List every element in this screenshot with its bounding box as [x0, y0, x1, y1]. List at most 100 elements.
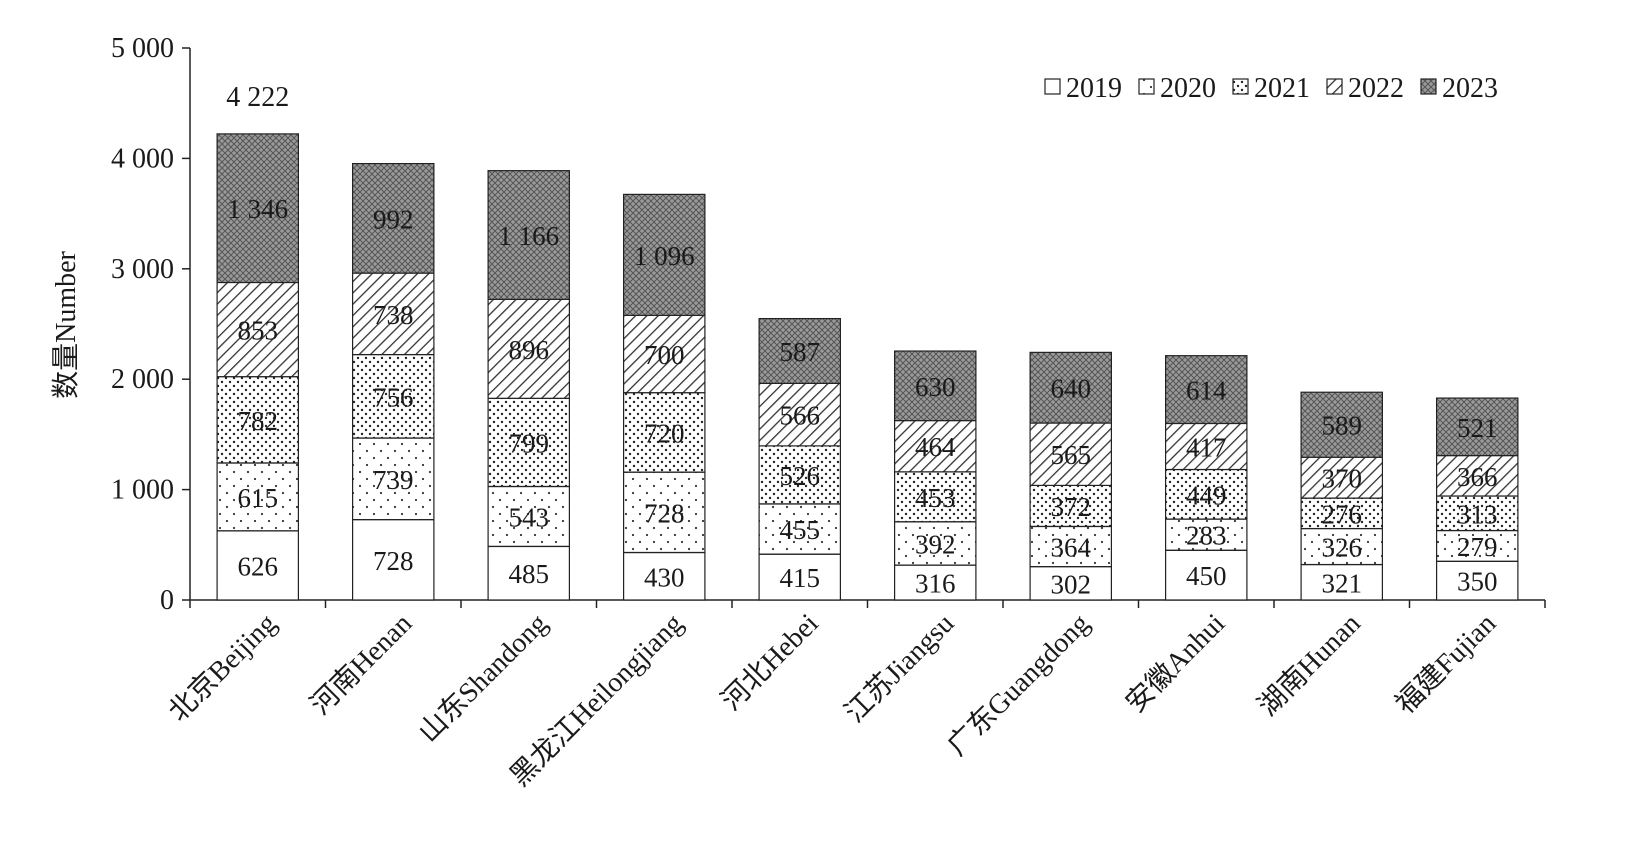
bar-segment	[1435, 495, 1519, 532]
data-label: 313	[1457, 499, 1498, 529]
legend-label: 2020	[1160, 73, 1216, 104]
data-label: 521	[1457, 413, 1498, 443]
data-label: 453	[915, 483, 956, 513]
legend-item: 2021	[1232, 73, 1310, 104]
data-label: 615	[238, 483, 279, 513]
bar-segment	[622, 551, 706, 601]
bar-segment	[487, 170, 571, 300]
bar-stack: 302 364 372 565 640	[1029, 351, 1112, 601]
bar-stack: 728 739 756 738 992	[352, 162, 435, 601]
bar-segment	[622, 314, 706, 394]
data-label: 415	[780, 563, 821, 593]
bar-segment	[1435, 454, 1519, 497]
bar-segment	[1300, 497, 1383, 530]
data-label: 417	[1186, 432, 1227, 462]
data-label: 370	[1322, 464, 1363, 494]
x-category-label: 安徽Anhui	[1119, 607, 1231, 719]
bar-segment	[758, 503, 841, 555]
bar-segment	[1435, 560, 1519, 601]
data-label: 279	[1457, 532, 1498, 562]
x-category-label: 江苏Jiangsu	[839, 607, 961, 729]
bar-stack: 626 615 782 853 1 346	[216, 133, 300, 601]
data-label: 566	[780, 401, 821, 431]
data-label: 700	[644, 340, 685, 370]
bar-segment	[1029, 422, 1112, 487]
data-label: 430	[644, 562, 685, 592]
bar-segment	[1164, 468, 1248, 520]
data-label: 992	[373, 204, 414, 234]
bar-segment	[1435, 529, 1519, 562]
x-category-label: 福建Fujian	[1389, 607, 1502, 720]
bar-segment	[216, 376, 300, 464]
x-category-label: 山东Shandong	[412, 607, 553, 748]
legend-label: 2023	[1442, 73, 1498, 104]
data-label: 449	[1186, 480, 1227, 510]
data-label: 450	[1186, 561, 1227, 591]
bar-stack: 430 728 720 700 1 096	[622, 193, 706, 601]
data-label: 1 166	[498, 221, 559, 251]
bar-segment	[758, 553, 841, 601]
bar-segment	[893, 350, 977, 422]
legend-swatch	[1044, 78, 1061, 95]
y-tick-label: 3 000	[111, 254, 174, 285]
data-label: 366	[1457, 462, 1498, 492]
legend-item: 2020	[1138, 73, 1216, 104]
bar-segment	[216, 462, 300, 532]
bar-segment	[1300, 527, 1383, 566]
bars: 626 615 782 853 1 346 728 739 756 738 992 485 543 79…	[216, 133, 1519, 601]
bar-stack: 415 455 526 566 587	[758, 317, 841, 601]
annotations: 4 222	[226, 82, 289, 113]
y-axis-title: 数量Number	[50, 250, 82, 398]
data-label: 350	[1457, 567, 1498, 597]
bar-segment	[1164, 355, 1248, 425]
data-label: 640	[1051, 374, 1092, 404]
x-axis: 北京Beijing 河南Henan山东Shandong黑龙江Heilongjian…	[162, 599, 1546, 793]
bar-segment	[487, 397, 571, 488]
bar-segment	[622, 392, 706, 473]
data-label: 543	[509, 502, 550, 532]
data-label: 896	[509, 335, 550, 365]
legend-swatch	[1420, 78, 1437, 95]
data-label: 739	[373, 465, 414, 495]
data-label: 302	[1051, 569, 1092, 599]
data-label: 728	[644, 498, 685, 528]
legend-swatch	[1232, 78, 1249, 95]
bar-segment	[758, 317, 841, 384]
data-label: 372	[1051, 492, 1092, 522]
bar-segment	[758, 382, 841, 447]
bar-segment	[1029, 351, 1112, 424]
bar-segment	[1300, 563, 1383, 601]
bar-segment	[1029, 525, 1112, 568]
data-label: 565	[1051, 440, 1092, 470]
data-label: 485	[509, 559, 550, 589]
legend-item: 2022	[1326, 73, 1404, 104]
bar-segment	[352, 162, 435, 274]
legend-swatch	[1138, 78, 1155, 95]
x-category-label: 河北Hebei	[716, 608, 825, 717]
bar-segment	[893, 564, 977, 601]
legend-label: 2022	[1348, 73, 1404, 104]
bar-segment	[216, 133, 300, 284]
data-label: 738	[373, 300, 414, 330]
bar-segment	[1164, 422, 1248, 471]
y-axis: 0 1 000 2 000 3 000 4 000 5 000	[111, 33, 191, 616]
legend-item: 2019	[1044, 73, 1122, 104]
y-tick-label: 2 000	[111, 364, 174, 395]
data-label: 464	[915, 432, 956, 462]
data-label: 1 096	[634, 241, 695, 271]
bar-stack: 485 543 799 896 1 166	[487, 170, 571, 601]
legend: 2019 2020 2021 2022 2023	[1044, 73, 1498, 104]
data-label: 526	[780, 461, 821, 491]
bar-segment	[352, 519, 435, 601]
data-label: 283	[1186, 521, 1227, 551]
x-category-label: 广东Guangdong	[941, 607, 1096, 762]
data-label: 720	[644, 418, 685, 448]
bar-segment	[1029, 566, 1112, 601]
bar-stack: 316 392 453 464 630	[893, 350, 977, 601]
bar-segment	[1300, 456, 1383, 499]
bar-stack: 321 326 276 370 589	[1300, 391, 1383, 601]
data-label: 1 346	[227, 194, 288, 224]
bar-segment	[1300, 391, 1383, 458]
data-label: 728	[373, 546, 414, 576]
